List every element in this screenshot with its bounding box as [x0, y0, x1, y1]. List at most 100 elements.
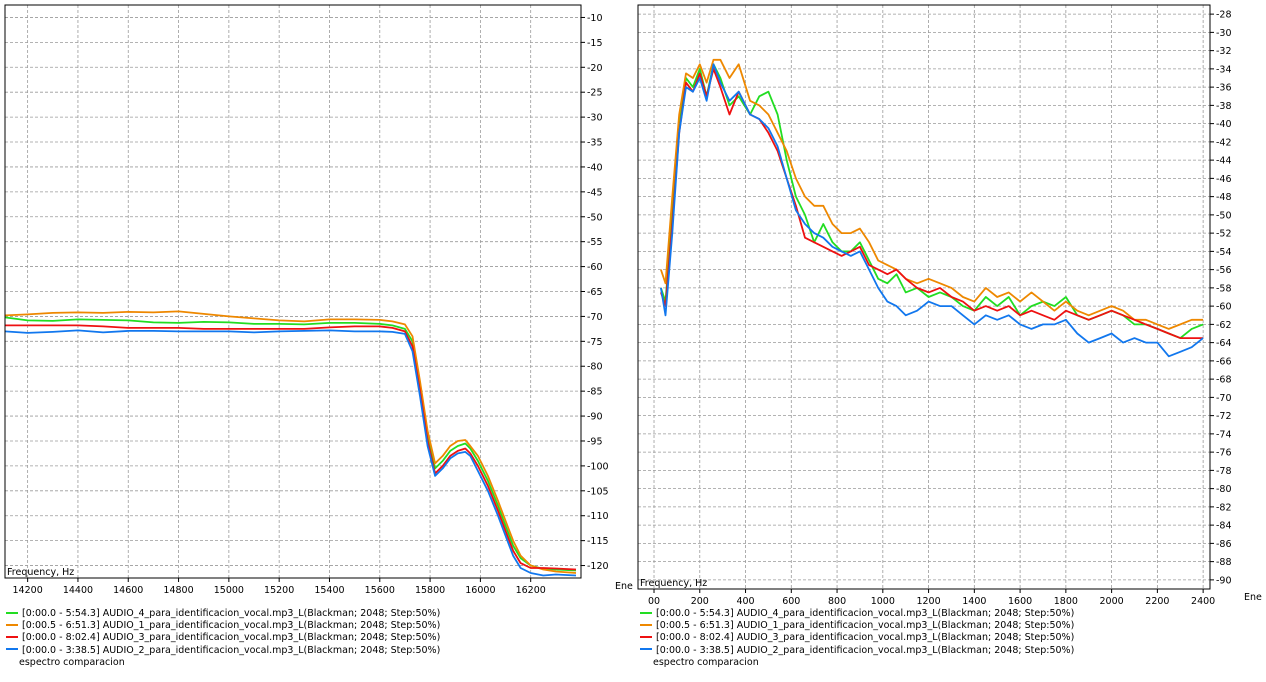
y-tick-label: -34 — [1216, 64, 1232, 75]
y-tick-label: -72 — [1216, 411, 1232, 422]
x-tick-label: 15400 — [314, 585, 344, 596]
y-tick-label: -55 — [587, 237, 603, 248]
x-tick-label: 2000 — [1100, 596, 1124, 607]
y-tick-label: -70 — [1216, 393, 1232, 404]
y-tick-label: -110 — [587, 511, 609, 522]
legend-caption: espectro comparacion — [653, 656, 759, 668]
legend-swatch — [6, 623, 18, 626]
y-tick-label: -86 — [1216, 539, 1232, 550]
y-tick-label: -105 — [587, 486, 609, 497]
legend-label: [0:00.0 - 3:38.5] AUDIO_2_para_identific… — [22, 644, 441, 656]
chart-panel-left: -10 -15 -20 -25 -30 -35 -40 -45 -50 -55 -60 -65 -70 -… — [0, 0, 633, 669]
spectrum-chart-right[interactable]: -28 -30 -32 -34 -36 -38 -40 -42 -44 -46 -48 -50 -52 -… — [633, 0, 1266, 608]
legend-right: [0:00.0 - 5:54.3] AUDIO_4_para_identific… — [640, 608, 1074, 669]
y-tick-label: -78 — [1216, 466, 1232, 477]
legend-swatch — [6, 635, 18, 638]
grid — [638, 5, 1210, 589]
legend-caption: espectro comparacion — [19, 656, 125, 668]
y-tick-label: -30 — [587, 113, 603, 124]
y-tick-label: -90 — [1216, 575, 1232, 586]
y-tick-label: -50 — [587, 212, 603, 223]
series-line-1 — [4, 316, 577, 572]
y-tick-label: -50 — [1216, 210, 1232, 221]
x-tick-label: 1800 — [1054, 596, 1078, 607]
series-line-4 — [660, 63, 1204, 358]
y-tick-label: -36 — [1216, 83, 1232, 94]
y-tick-label: -82 — [1216, 502, 1232, 513]
legend-left: [0:00.0 - 5:54.3] AUDIO_4_para_identific… — [6, 608, 440, 669]
x-tick-label: 2200 — [1145, 596, 1169, 607]
y-tick-label: -90 — [587, 412, 603, 423]
y-tick-label: -52 — [1216, 229, 1232, 240]
y-tick-label: -76 — [1216, 448, 1232, 459]
y-tick-label: -84 — [1216, 521, 1232, 532]
y-tick-label: -45 — [587, 187, 603, 198]
chart-panel-right: -28 -30 -32 -34 -36 -38 -40 -42 -44 -46 -48 -50 -52 -… — [633, 0, 1266, 682]
energy-axis-label: Ene — [1244, 592, 1262, 603]
x-tick-label: 200 — [691, 596, 709, 607]
y-tick-label: -58 — [1216, 283, 1232, 294]
y-tick-label: -80 — [1216, 484, 1232, 495]
y-tick-label: -38 — [1216, 101, 1232, 112]
y-tick-label: -40 — [1216, 119, 1232, 130]
y-tick-label: -120 — [587, 561, 609, 572]
x-tick-label: 15600 — [365, 585, 395, 596]
plot-frame — [637, 4, 1211, 590]
y-tick-label: -20 — [587, 63, 603, 74]
x-tick-label: 14800 — [163, 585, 193, 596]
x-tick-label: 2400 — [1191, 596, 1215, 607]
y-tick-label: -30 — [1216, 28, 1232, 39]
y-tick-label: -10 — [587, 13, 603, 24]
legend-label: [0:00.0 - 3:38.5] AUDIO_2_para_identific… — [656, 644, 1075, 656]
x-tick-label: 16000 — [465, 585, 495, 596]
x-tick-label: 600 — [782, 596, 800, 607]
y-tick-label: -48 — [1216, 192, 1232, 203]
legend-entry: [0:00.0 - 3:38.5] AUDIO_2_para_identific… — [6, 645, 440, 657]
x-tick-label: 1400 — [962, 596, 986, 607]
y-tick-label: -35 — [587, 138, 603, 149]
x-axis-label: Frequency, Hz — [7, 567, 74, 578]
y-tick-label: -68 — [1216, 375, 1232, 386]
legend-entry: [0:00.5 - 6:51.3] AUDIO_1_para_identific… — [6, 620, 440, 632]
y-tick-label: -100 — [587, 461, 609, 472]
x-tick-label: 14200 — [13, 585, 43, 596]
y-tick-label: -60 — [587, 262, 603, 273]
spectrum-chart-left[interactable]: -10 -15 -20 -25 -30 -35 -40 -45 -50 -55 -60 -65 -70 -… — [0, 0, 633, 608]
legend-entry: [0:00.0 - 8:02.4] AUDIO_3_para_identific… — [640, 632, 1074, 644]
series-line-1 — [660, 63, 1204, 340]
y-tick-label: -44 — [1216, 156, 1232, 167]
y-tick-label: -25 — [587, 88, 603, 99]
legend-swatch — [640, 611, 652, 614]
series-line-2 — [660, 58, 1204, 330]
legend-swatch — [6, 611, 18, 614]
y-tick-label: -60 — [1216, 302, 1232, 313]
grid — [5, 5, 581, 578]
x-tick-label: 1200 — [916, 596, 940, 607]
y-tick-label: -40 — [587, 162, 603, 173]
legend-swatch — [640, 648, 652, 651]
legend-entry: [0:00.0 - 5:54.3] AUDIO_4_para_identific… — [6, 608, 440, 620]
y-tick-label: -88 — [1216, 557, 1232, 568]
legend-label: [0:00.5 - 6:51.3] AUDIO_1_para_identific… — [22, 620, 441, 632]
y-tick-label: -64 — [1216, 338, 1232, 349]
series-line-4 — [4, 329, 577, 577]
legend-entry: [0:00.0 - 3:38.5] AUDIO_2_para_identific… — [640, 645, 1074, 657]
y-tick-label: -42 — [1216, 137, 1232, 148]
y-tick-label: -56 — [1216, 265, 1232, 276]
legend-label: [0:00.0 - 8:02.4] AUDIO_3_para_identific… — [22, 632, 441, 644]
legend-swatch — [6, 648, 18, 651]
y-tick-label: -28 — [1216, 10, 1232, 21]
y-tick-label: -15 — [587, 38, 603, 49]
y-tick-label: -66 — [1216, 356, 1232, 367]
legend-entry: [0:00.0 - 8:02.4] AUDIO_3_para_identific… — [6, 632, 440, 644]
y-tick-label: -75 — [587, 337, 603, 348]
legend-entry: [0:00.0 - 5:54.3] AUDIO_4_para_identific… — [640, 608, 1074, 620]
energy-axis-label: Ene — [615, 581, 633, 592]
legend-label: [0:00.0 - 5:54.3] AUDIO_4_para_identific… — [22, 608, 441, 619]
legend-entry: [0:00.5 - 6:51.3] AUDIO_1_para_identific… — [640, 620, 1074, 632]
x-tick-label: 400 — [736, 596, 754, 607]
series-line-3 — [5, 324, 577, 571]
y-tick-label: -62 — [1216, 320, 1232, 331]
x-tick-label: 14400 — [63, 585, 93, 596]
x-tick-label: 1600 — [1008, 596, 1032, 607]
